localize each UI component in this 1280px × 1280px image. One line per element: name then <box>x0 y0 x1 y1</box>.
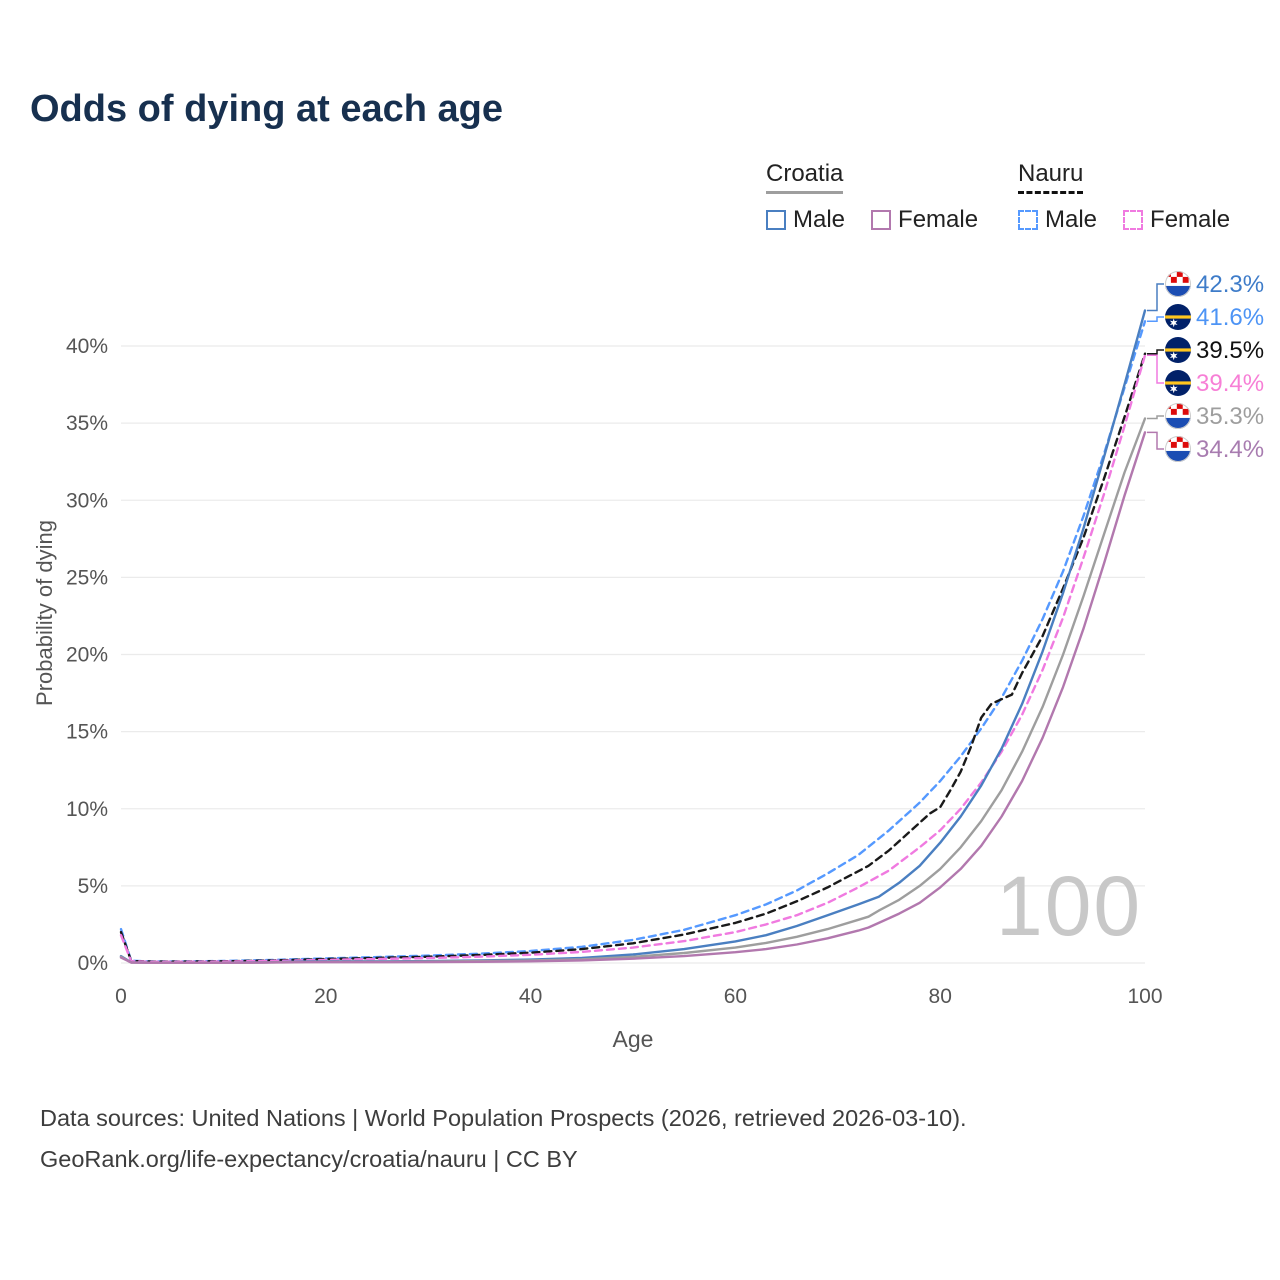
legend-group-nauru: Nauru Male Female <box>1018 160 1230 234</box>
end-label-connector <box>1147 316 1164 323</box>
y-tick-label: 30% <box>66 489 108 512</box>
flag-nauru-icon <box>1165 337 1191 363</box>
end-label-connector <box>1147 354 1164 384</box>
nauru-male-swatch-icon <box>1018 210 1038 230</box>
end-label-nauru-female: 39.4% <box>1196 370 1264 397</box>
end-label-connector <box>1147 349 1164 355</box>
legend-title-nauru: Nauru <box>1018 160 1084 194</box>
x-tick-label: 20 <box>314 985 337 1008</box>
flag-nauru-icon <box>1165 370 1191 396</box>
legend-item-croatia-male[interactable]: Male <box>766 206 845 234</box>
end-label-connector <box>1147 283 1164 312</box>
x-tick-label: 100 <box>1127 985 1162 1008</box>
end-label-croatia-total: 35.3% <box>1196 403 1264 430</box>
croatia-male-swatch-icon <box>766 210 786 230</box>
x-tick-label: 40 <box>519 985 542 1008</box>
data-sources-line: Data sources: United Nations | World Pop… <box>40 1105 967 1131</box>
series-line-croatia-female[interactable] <box>119 431 1147 964</box>
y-tick-label: 35% <box>66 412 108 435</box>
age-watermark: 100 <box>996 859 1143 953</box>
flag-croatia-icon <box>1165 436 1191 462</box>
legend-group-croatia: Croatia Male Female <box>766 160 978 234</box>
legend-item-croatia-female[interactable]: Female <box>871 206 978 234</box>
series-line-nauru-male[interactable] <box>119 320 1147 963</box>
legend-label: Male <box>1045 206 1098 233</box>
end-label-nauru-total: 39.5% <box>1196 337 1264 364</box>
end-label-nauru-male: 41.6% <box>1196 304 1264 331</box>
legend-title-croatia: Croatia <box>766 160 844 194</box>
footer: Data sources: United Nations | World Pop… <box>40 1098 967 1180</box>
y-tick-label: 0% <box>78 952 108 975</box>
y-tick-label: 40% <box>66 335 108 358</box>
end-label-croatia-female: 34.4% <box>1196 436 1264 463</box>
x-tick-label: 80 <box>929 985 952 1008</box>
x-axis-label: Age <box>612 1026 654 1052</box>
y-tick-label: 10% <box>66 798 108 821</box>
y-tick-label: 15% <box>66 721 108 744</box>
end-label-croatia-male: 42.3% <box>1196 271 1264 298</box>
legend-label: Female <box>1150 206 1231 233</box>
legend-item-nauru-male[interactable]: Male <box>1018 206 1097 234</box>
series-line-croatia-male[interactable] <box>119 309 1147 964</box>
x-tick-label: 0 <box>115 985 127 1008</box>
nauru-female-swatch-icon <box>1123 210 1144 230</box>
end-label-connector <box>1147 415 1164 420</box>
x-tick-label: 60 <box>724 985 747 1008</box>
end-label-connector <box>1147 431 1164 450</box>
series-line-nauru-female[interactable] <box>119 354 1147 963</box>
legend-label: Female <box>898 206 979 233</box>
series-line-nauru-total[interactable] <box>119 352 1147 963</box>
flag-croatia-icon <box>1165 271 1191 297</box>
legend-item-nauru-female[interactable]: Female <box>1123 206 1230 234</box>
y-tick-label: 5% <box>78 875 108 898</box>
legend-label: Male <box>793 206 846 233</box>
flag-nauru-icon <box>1165 304 1191 330</box>
croatia-female-swatch-icon <box>871 210 892 230</box>
y-tick-label: 20% <box>66 644 108 667</box>
page-title: Odds of dying at each age <box>30 88 503 130</box>
y-tick-label: 25% <box>66 566 108 589</box>
y-axis-label: Probability of dying <box>32 520 57 706</box>
flag-croatia-icon <box>1165 403 1191 429</box>
attribution-line: GeoRank.org/life-expectancy/croatia/naur… <box>40 1146 578 1173</box>
